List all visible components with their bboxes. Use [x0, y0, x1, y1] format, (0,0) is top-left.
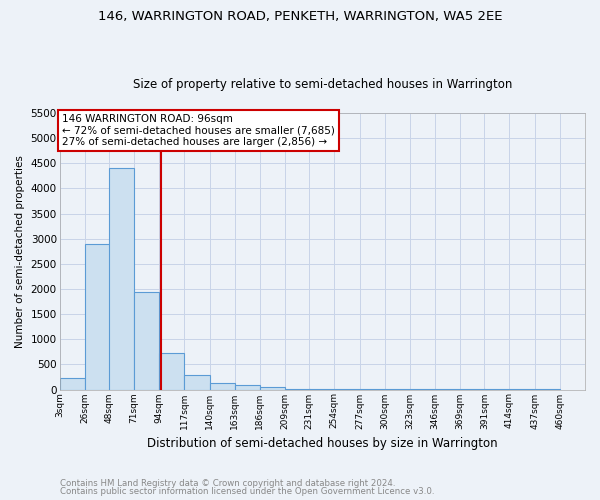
Text: Contains public sector information licensed under the Open Government Licence v3: Contains public sector information licen…: [60, 487, 434, 496]
X-axis label: Distribution of semi-detached houses by size in Warrington: Distribution of semi-detached houses by …: [147, 437, 497, 450]
Bar: [109, 168, 134, 390]
Y-axis label: Number of semi-detached properties: Number of semi-detached properties: [15, 155, 25, 348]
Bar: [184, 375, 209, 390]
Bar: [59, 378, 85, 390]
Bar: [260, 387, 285, 390]
Bar: [159, 353, 184, 390]
Title: Size of property relative to semi-detached houses in Warrington: Size of property relative to semi-detach…: [133, 78, 512, 91]
Text: 146, WARRINGTON ROAD, PENKETH, WARRINGTON, WA5 2EE: 146, WARRINGTON ROAD, PENKETH, WARRINGTO…: [98, 10, 502, 23]
Bar: [134, 292, 159, 390]
Bar: [235, 386, 260, 390]
Bar: [85, 244, 110, 390]
Bar: [209, 384, 235, 390]
Text: Contains HM Land Registry data © Crown copyright and database right 2024.: Contains HM Land Registry data © Crown c…: [60, 478, 395, 488]
Text: 146 WARRINGTON ROAD: 96sqm
← 72% of semi-detached houses are smaller (7,685)
27%: 146 WARRINGTON ROAD: 96sqm ← 72% of semi…: [62, 114, 335, 147]
